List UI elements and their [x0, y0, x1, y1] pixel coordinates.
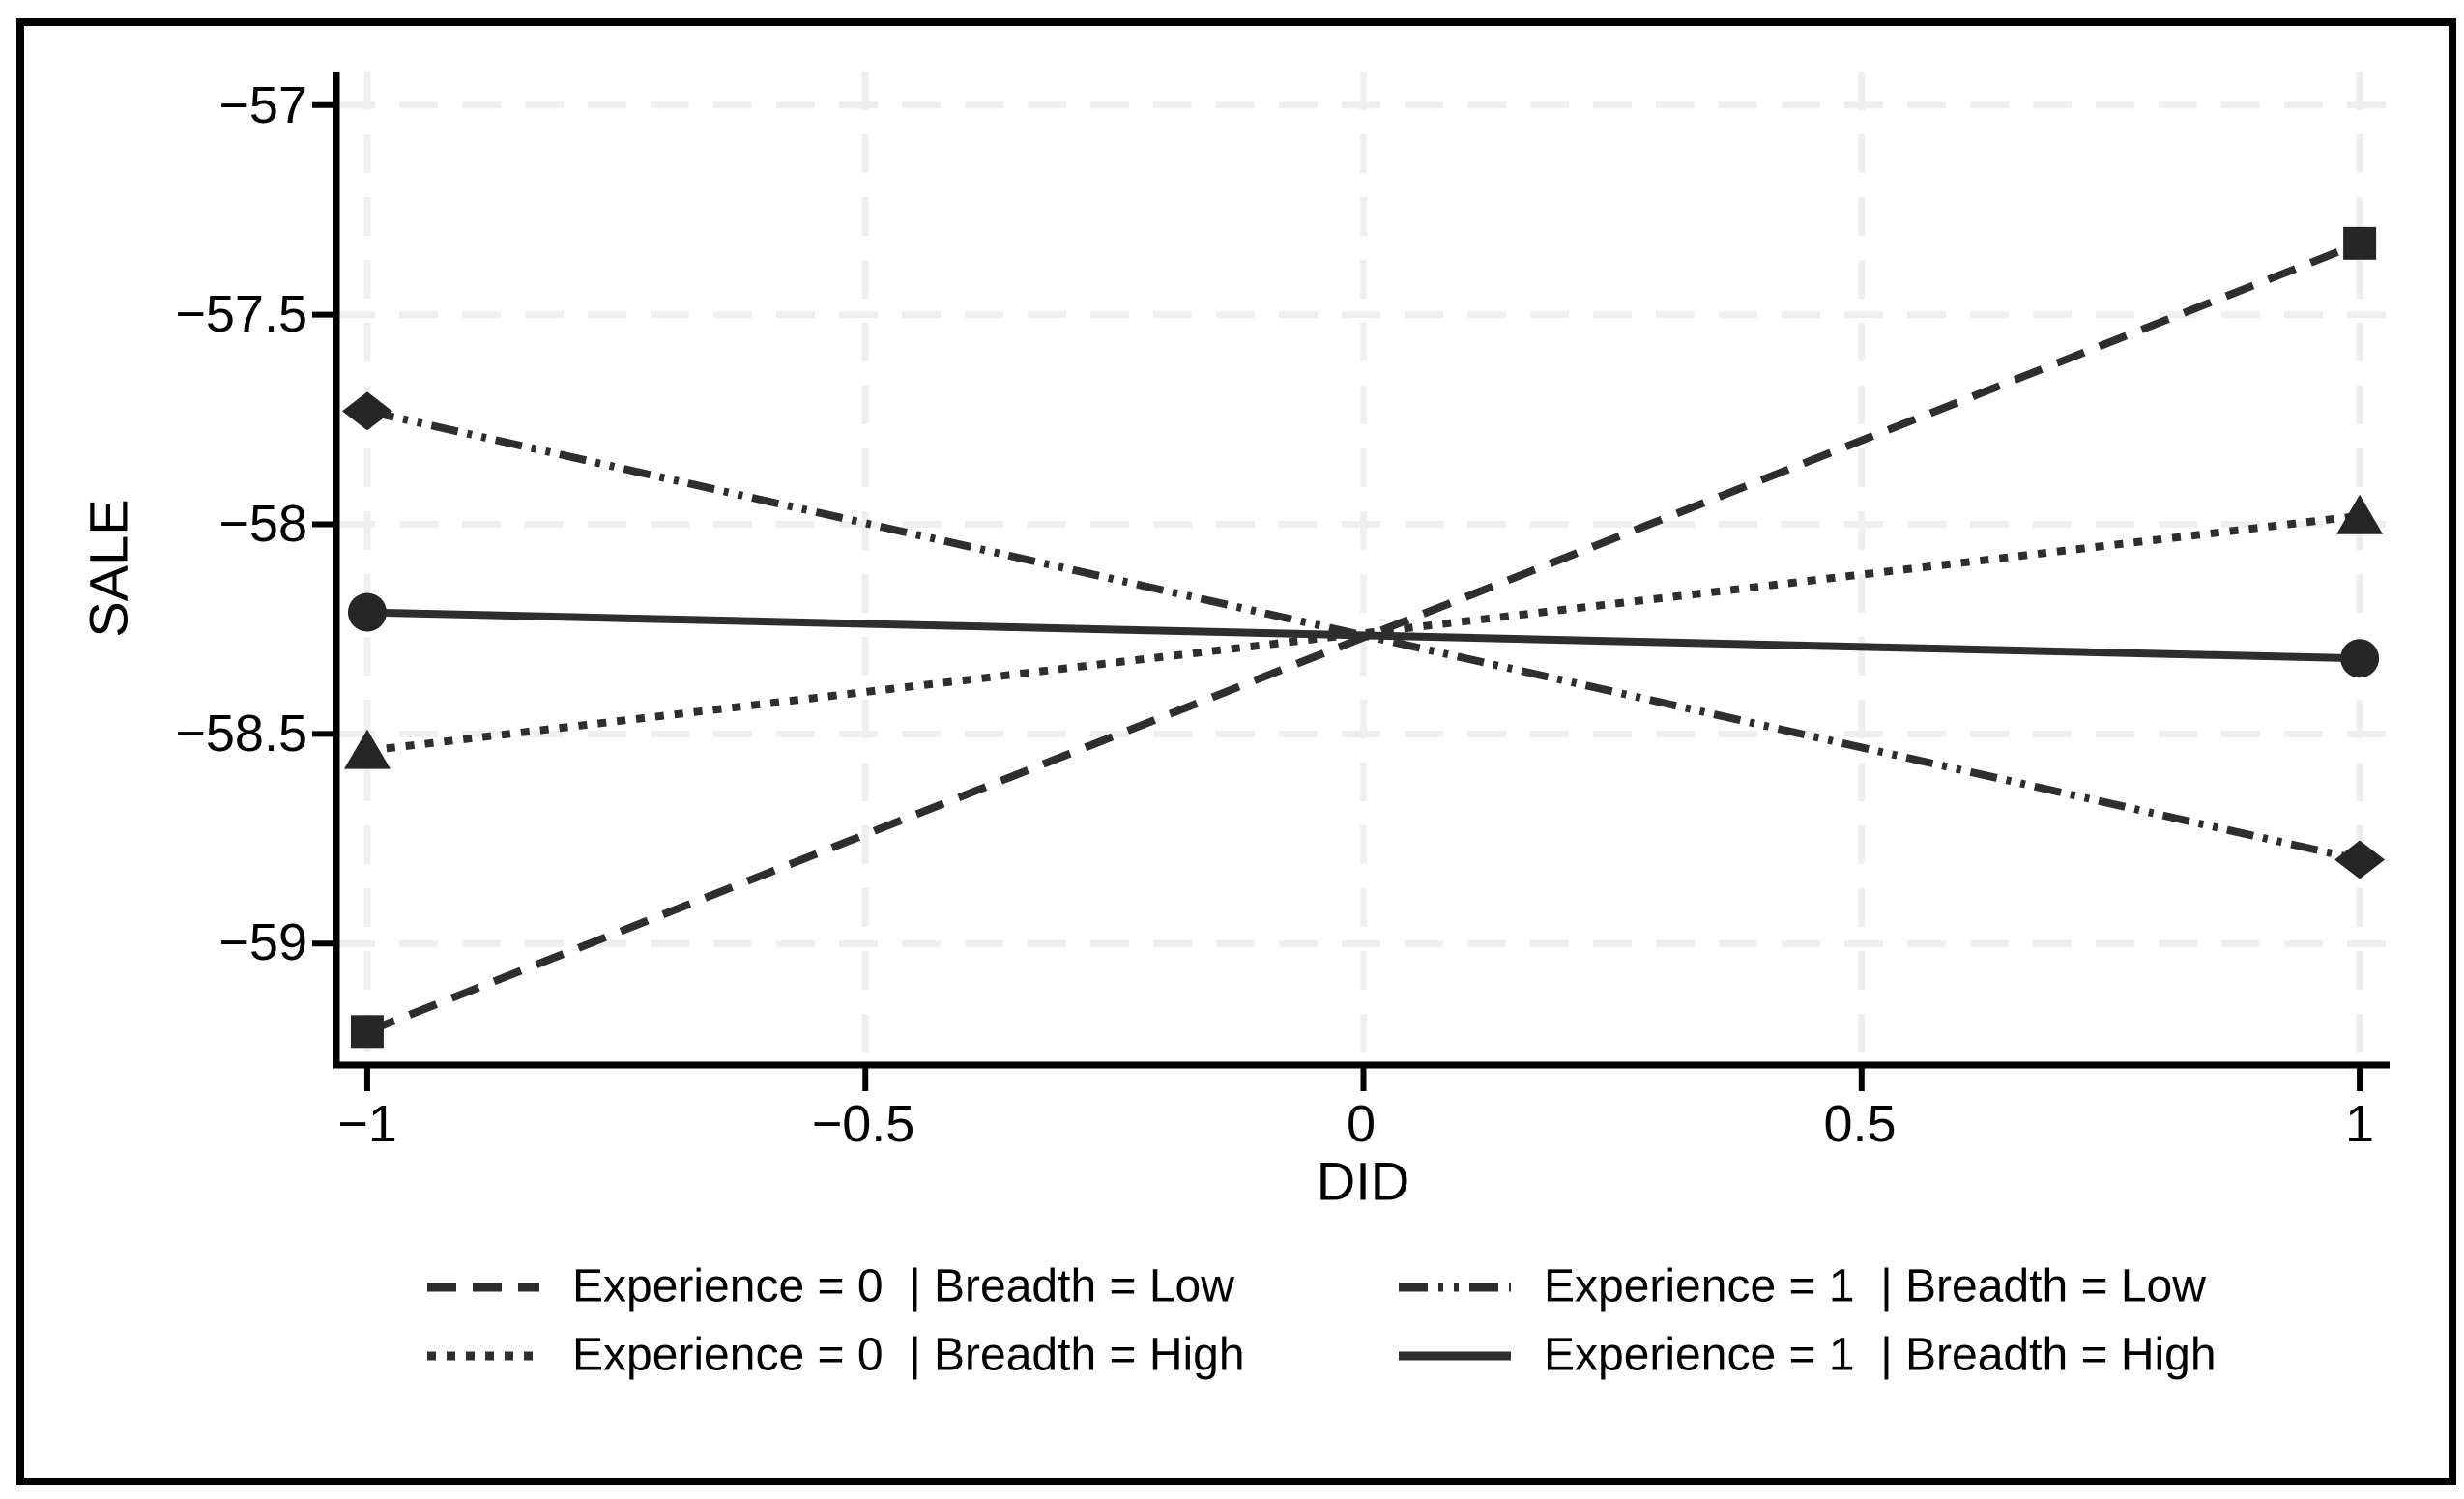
x-axis-title: DID [1316, 1150, 1410, 1212]
x-tick-label: −0.5 [811, 1095, 915, 1153]
x-tick-label: 0.5 [1823, 1095, 1897, 1153]
y-tick-label: −58.5 [175, 704, 307, 763]
legend-line-sample-dashdotdot [1399, 1283, 1511, 1292]
legend-line-sample-solid [1399, 1351, 1511, 1361]
legend-label: Experience = 0 | Breadth = High [572, 1329, 1245, 1381]
legend-label: Experience = 1 | Breadth = High [1544, 1329, 2217, 1381]
legend-label: Experience = 0 | Breadth = Low [572, 1260, 1234, 1312]
series-line-solid [366, 608, 2361, 663]
y-tick-label: −57 [218, 75, 307, 134]
marker-square [2343, 226, 2377, 260]
marker-diamond [2334, 840, 2386, 879]
figure-border [16, 18, 2456, 1485]
marker-triangle [343, 729, 391, 769]
marker-triangle [2336, 494, 2384, 534]
legend-line-sample-dashed [427, 1283, 539, 1292]
marker-circle [347, 592, 387, 632]
marker-diamond [341, 391, 392, 431]
y-tick-label: −58 [218, 494, 307, 553]
marker-circle [2340, 639, 2380, 678]
series-line-dot [366, 511, 2361, 755]
legend-label: Experience = 1 | Breadth = Low [1544, 1260, 2206, 1312]
x-tick-label: −1 [337, 1095, 397, 1153]
y-tick-label: −59 [218, 912, 307, 971]
series-line-dash-dot-dot [366, 407, 2361, 864]
y-tick-label: −57.5 [175, 284, 307, 343]
x-tick-label: 1 [2344, 1095, 2375, 1153]
chart-plot-area [312, 72, 2390, 1091]
marker-square [350, 1015, 384, 1049]
y-axis-title: SALE [77, 499, 139, 638]
legend-line-sample-dotted [427, 1351, 539, 1361]
x-tick-label: 0 [1346, 1095, 1377, 1153]
